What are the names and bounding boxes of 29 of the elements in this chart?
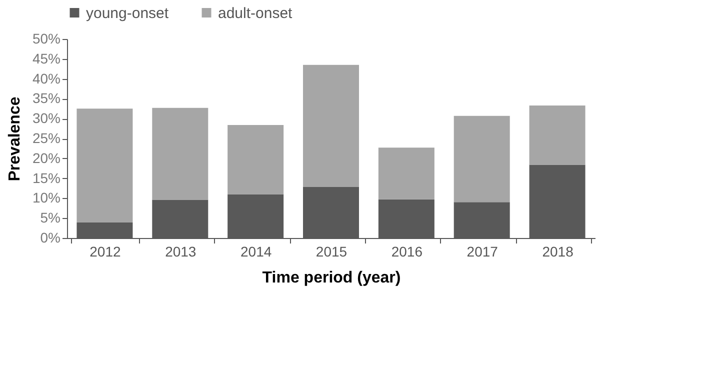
bar — [152, 108, 208, 200]
y-tick-label: 5% — [40, 210, 60, 226]
y-tick-label: 15% — [32, 170, 60, 186]
x-tick-label: 2017 — [466, 244, 498, 260]
y-tick-label: 30% — [32, 110, 60, 126]
y-tick-label: 35% — [32, 90, 60, 106]
x-tick-label: 2016 — [391, 244, 423, 260]
y-tick-label: 45% — [32, 50, 60, 66]
x-tick-label: 2018 — [542, 244, 574, 260]
y-tick-label: 50% — [32, 30, 60, 46]
bar — [76, 108, 133, 222]
x-axis-title: Time period (year) — [262, 270, 401, 286]
bar — [529, 105, 586, 165]
legend-label: young-onset — [86, 4, 170, 22]
bar — [303, 64, 359, 188]
y-tick-label: 0% — [40, 230, 60, 246]
x-tick-label: 2014 — [240, 244, 272, 260]
x-tick-label: 2012 — [90, 244, 121, 260]
y-tick-label: 25% — [32, 130, 60, 146]
bar — [454, 116, 510, 202]
y-axis-title: Prevalence — [6, 96, 24, 182]
y-tick-label: 10% — [32, 190, 60, 206]
x-tick-label: 2015 — [316, 244, 348, 260]
legend-label: adult-onset — [218, 4, 294, 22]
x-tick-label: 2013 — [165, 244, 196, 260]
bar — [378, 148, 434, 200]
bar — [228, 124, 284, 194]
y-tick-label: 20% — [32, 150, 60, 166]
y-tick-label: 40% — [32, 70, 60, 86]
